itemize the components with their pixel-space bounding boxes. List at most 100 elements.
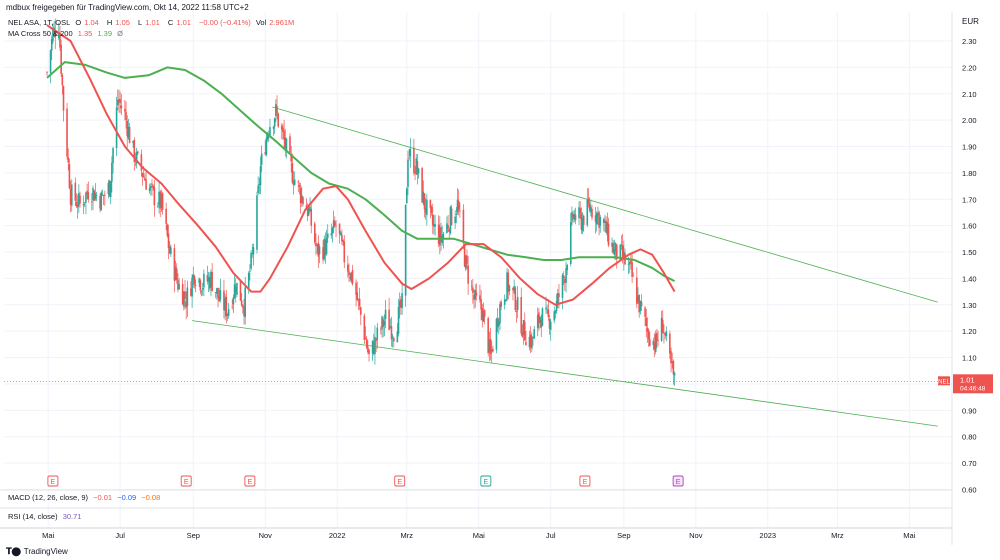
candle-body [653,342,656,350]
candle [192,266,195,288]
earnings-marker: E [579,475,591,487]
candle-body [652,340,655,346]
candle-body [656,332,658,342]
candle-body [101,194,104,196]
candle-body [507,272,510,292]
candle-body [153,186,156,206]
candle-body [455,213,458,215]
candle-body [133,140,136,162]
candle [503,294,506,310]
candle [343,235,346,269]
tradingview-logo[interactable]: 𝐓⬤ TradingView [6,546,68,557]
rsi-legend[interactable]: RSI (14, close) 30.71 [8,512,84,521]
candle [644,306,646,327]
candle [160,189,163,212]
candle-body [323,238,326,260]
candle-body [483,309,486,317]
candle [124,100,126,121]
candle [194,279,197,293]
candle-body [665,331,668,337]
candle [391,333,394,348]
candle-body [355,282,357,295]
candle [639,300,642,315]
candle [277,112,280,128]
candle-body [400,299,402,308]
candle [439,216,441,255]
candle [269,118,271,138]
candle-body [456,199,459,213]
candle [671,352,674,369]
candle-body [673,372,676,376]
symbol-legend[interactable]: NEL ASA, 1T, OSL O 1.04 H 1.05 L 1.01 C 1.01… [8,18,300,27]
candle-body [207,277,210,282]
candle-body [450,208,453,225]
candle [227,302,230,319]
candle-body [660,317,663,341]
candle-body [141,173,144,177]
candle [364,326,367,340]
candle-body [512,287,514,290]
candle-body [525,341,527,346]
candle-body [135,151,138,164]
candle-body [612,242,615,254]
candle [78,184,80,214]
candle-body [57,34,60,38]
candle [181,278,184,305]
candle-body [490,349,493,352]
candle [483,309,486,325]
candle [158,182,160,214]
candle-body [401,293,403,309]
candle-body [630,260,632,264]
candle [591,205,593,221]
candle-body [52,29,54,42]
time-tick-label: 2023 [759,531,776,540]
candle-body [170,247,172,255]
candle-body [184,291,186,299]
candle [492,345,494,353]
candle-body [582,215,585,225]
time-tick-label: Mrz [831,531,844,540]
candle [68,158,71,190]
candle-body [424,207,427,213]
earnings-marker: E [180,475,192,487]
price-tick-label: 2.00 [962,116,977,125]
candle-body [186,287,189,307]
candle [481,303,484,328]
price-axis: EUR 2.30 2.20 2.10 2.00 1.90 1.80 1.70 1.60 1.50 1… [962,17,979,494]
candle [116,89,119,111]
macd-value-1: −0.01 [93,493,113,502]
candle-body [581,217,584,231]
candle [549,318,552,341]
candle [607,217,610,248]
candle [301,186,303,208]
candle [276,95,278,120]
price-tick-label: 0.90 [962,406,977,415]
candle-body [440,227,442,242]
candle-body [416,160,419,175]
candle [482,302,485,322]
candle-body [342,239,344,243]
candle [226,312,229,322]
candle [572,210,574,224]
time-tick-label: Nov [689,531,703,540]
candle [397,299,400,337]
candle [516,286,519,319]
candle [532,336,534,347]
candle [200,290,203,297]
candle [83,202,86,208]
candle [174,260,177,281]
candle-body [214,291,217,293]
candle-body [140,154,143,171]
candle-body [391,336,394,338]
ma-legend[interactable]: MA Cross 50 & 200 1.35 1.39 Ø [8,29,126,38]
earnings-marker-box [180,475,192,487]
candle [388,297,390,331]
macd-legend[interactable]: MACD (12, 26, close, 9) −0.01 −0.09 −0.0… [8,493,163,502]
candle-body [124,108,126,112]
grid-lines [4,12,952,528]
candle-body [192,274,195,280]
candle [637,287,639,304]
candle [144,173,146,181]
candle-body [359,307,362,315]
